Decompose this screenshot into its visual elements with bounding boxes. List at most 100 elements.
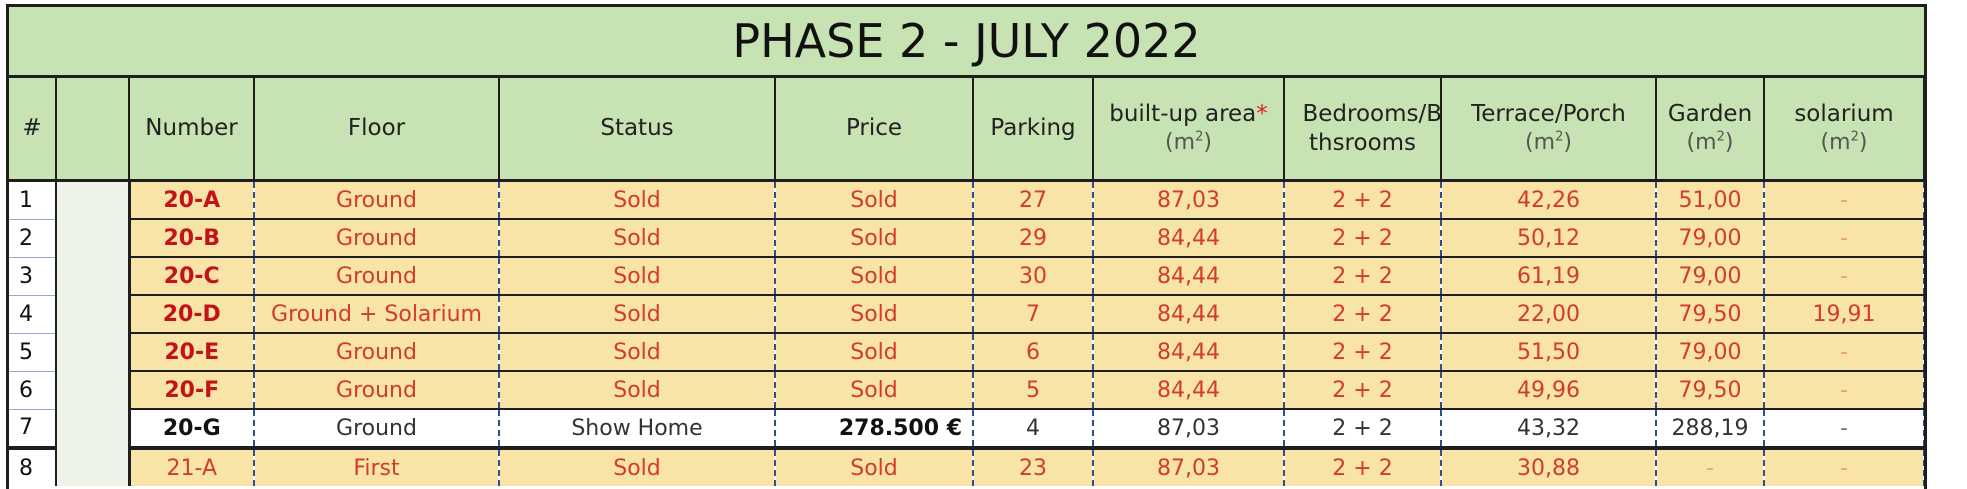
cell-floor[interactable]: Ground bbox=[254, 257, 500, 296]
cell-status[interactable]: Sold bbox=[499, 448, 776, 486]
row-index[interactable]: 2 bbox=[9, 219, 57, 258]
cell-solarium[interactable]: - bbox=[1764, 219, 1924, 258]
cell-parking[interactable]: 5 bbox=[973, 371, 1094, 410]
cell-garden[interactable]: - bbox=[1656, 448, 1765, 486]
cell-bedrooms[interactable]: 2 + 2 bbox=[1284, 257, 1442, 296]
cell-parking[interactable]: 27 bbox=[973, 180, 1094, 220]
cell-terrace[interactable]: 61,19 bbox=[1441, 257, 1657, 296]
cell-garden[interactable]: 79,50 bbox=[1656, 295, 1765, 334]
col-header-solarium[interactable]: solarium (m2) bbox=[1764, 78, 1924, 182]
cell-floor[interactable]: First bbox=[254, 448, 500, 486]
cell-garden[interactable]: 79,00 bbox=[1656, 333, 1765, 372]
cell-parking[interactable]: 4 bbox=[973, 409, 1094, 450]
cell-area[interactable]: 87,03 bbox=[1093, 180, 1285, 220]
cell-terrace[interactable]: 42,26 bbox=[1441, 180, 1657, 220]
cell-status[interactable]: Sold bbox=[499, 371, 776, 410]
cell-parking[interactable]: 6 bbox=[973, 333, 1094, 372]
cell-number[interactable]: 20-C bbox=[129, 257, 255, 296]
cell-area[interactable]: 84,44 bbox=[1093, 219, 1285, 258]
cell-area[interactable]: 87,03 bbox=[1093, 409, 1285, 450]
cell-bedrooms[interactable]: 2 + 2 bbox=[1284, 180, 1442, 220]
cell-price[interactable]: Sold bbox=[775, 257, 974, 296]
cell-solarium[interactable]: - bbox=[1764, 257, 1924, 296]
cell-status[interactable]: Sold bbox=[499, 219, 776, 258]
cell-floor[interactable]: Ground + Solarium bbox=[254, 295, 500, 334]
cell-status[interactable]: Sold bbox=[499, 333, 776, 372]
cell-parking[interactable]: 7 bbox=[973, 295, 1094, 334]
col-header-bedrooms[interactable]: Bedrooms/Ba thsrooms bbox=[1284, 78, 1442, 182]
row-index[interactable]: 3 bbox=[9, 257, 57, 296]
cell-garden[interactable]: 288,19 bbox=[1656, 409, 1765, 450]
cell-terrace[interactable]: 22,00 bbox=[1441, 295, 1657, 334]
row-index[interactable]: 4 bbox=[9, 295, 57, 334]
col-header-garden[interactable]: Garden (m2) bbox=[1656, 78, 1765, 182]
cell-terrace[interactable]: 49,96 bbox=[1441, 371, 1657, 410]
cell-status[interactable]: Sold bbox=[499, 257, 776, 296]
cell-area[interactable]: 87,03 bbox=[1093, 448, 1285, 486]
cell-solarium[interactable]: - bbox=[1764, 371, 1924, 410]
cell-area[interactable]: 84,44 bbox=[1093, 257, 1285, 296]
row-index[interactable]: 8 bbox=[9, 448, 57, 486]
row-index[interactable]: 5 bbox=[9, 333, 57, 372]
col-header-parking[interactable]: Parking bbox=[973, 78, 1094, 182]
cell-parking[interactable]: 30 bbox=[973, 257, 1094, 296]
cell-terrace[interactable]: 30,88 bbox=[1441, 448, 1657, 486]
cell-number[interactable]: 20-B bbox=[129, 219, 255, 258]
cell-area[interactable]: 84,44 bbox=[1093, 295, 1285, 334]
cell-price[interactable]: Sold bbox=[775, 448, 974, 486]
cell-price[interactable]: Sold bbox=[775, 371, 974, 410]
cell-number[interactable]: 20-G bbox=[129, 409, 255, 450]
cell-solarium[interactable]: - bbox=[1764, 409, 1924, 450]
cell-status[interactable]: Sold bbox=[499, 180, 776, 220]
cell-solarium[interactable]: - bbox=[1764, 448, 1924, 486]
cell-status[interactable]: Sold bbox=[499, 295, 776, 334]
cell-price[interactable]: 278.500 € bbox=[775, 409, 974, 450]
blank-column-cell[interactable] bbox=[56, 180, 131, 486]
cell-terrace[interactable]: 43,32 bbox=[1441, 409, 1657, 450]
row-index[interactable]: 7 bbox=[9, 409, 57, 450]
cell-area[interactable]: 84,44 bbox=[1093, 333, 1285, 372]
cell-garden[interactable]: 51,00 bbox=[1656, 180, 1765, 220]
cell-price[interactable]: Sold bbox=[775, 219, 974, 258]
cell-floor[interactable]: Ground bbox=[254, 409, 500, 450]
col-header-floor[interactable]: Floor bbox=[254, 78, 500, 182]
cell-floor[interactable]: Ground bbox=[254, 219, 500, 258]
cell-parking[interactable]: 29 bbox=[973, 219, 1094, 258]
cell-floor[interactable]: Ground bbox=[254, 333, 500, 372]
cell-solarium[interactable]: - bbox=[1764, 333, 1924, 372]
cell-price[interactable]: Sold bbox=[775, 180, 974, 220]
cell-number[interactable]: 20-E bbox=[129, 333, 255, 372]
col-header-area[interactable]: built-up area* (m2) bbox=[1093, 78, 1285, 182]
cell-garden[interactable]: 79,00 bbox=[1656, 257, 1765, 296]
cell-number[interactable]: 20-A bbox=[129, 180, 255, 220]
row-index[interactable]: 1 bbox=[9, 180, 57, 220]
col-header-blank[interactable] bbox=[56, 78, 130, 182]
cell-floor[interactable]: Ground bbox=[254, 180, 500, 220]
cell-bedrooms[interactable]: 2 + 2 bbox=[1284, 219, 1442, 258]
cell-bedrooms[interactable]: 2 + 2 bbox=[1284, 333, 1442, 372]
col-header-status[interactable]: Status bbox=[499, 78, 776, 182]
cell-garden[interactable]: 79,00 bbox=[1656, 219, 1765, 258]
col-header-price[interactable]: Price bbox=[775, 78, 974, 182]
cell-status[interactable]: Show Home bbox=[499, 409, 776, 450]
cell-price[interactable]: Sold bbox=[775, 295, 974, 334]
cell-solarium[interactable]: 19,91 bbox=[1764, 295, 1924, 334]
cell-bedrooms[interactable]: 2 + 2 bbox=[1284, 448, 1442, 486]
cell-solarium[interactable]: - bbox=[1764, 180, 1924, 220]
cell-terrace[interactable]: 50,12 bbox=[1441, 219, 1657, 258]
row-index[interactable]: 6 bbox=[9, 371, 57, 410]
cell-parking[interactable]: 23 bbox=[973, 448, 1094, 486]
cell-number[interactable]: 20-D bbox=[129, 295, 255, 334]
cell-price[interactable]: Sold bbox=[775, 333, 974, 372]
col-header-number[interactable]: Number bbox=[129, 78, 255, 182]
cell-terrace[interactable]: 51,50 bbox=[1441, 333, 1657, 372]
cell-bedrooms[interactable]: 2 + 2 bbox=[1284, 371, 1442, 410]
cell-bedrooms[interactable]: 2 + 2 bbox=[1284, 295, 1442, 334]
cell-floor[interactable]: Ground bbox=[254, 371, 500, 410]
cell-bedrooms[interactable]: 2 + 2 bbox=[1284, 409, 1442, 450]
cell-number[interactable]: 21-A bbox=[129, 448, 255, 486]
cell-garden[interactable]: 79,50 bbox=[1656, 371, 1765, 410]
col-header-terrace[interactable]: Terrace/Porch (m2) bbox=[1441, 78, 1657, 182]
cell-number[interactable]: 20-F bbox=[129, 371, 255, 410]
cell-area[interactable]: 84,44 bbox=[1093, 371, 1285, 410]
